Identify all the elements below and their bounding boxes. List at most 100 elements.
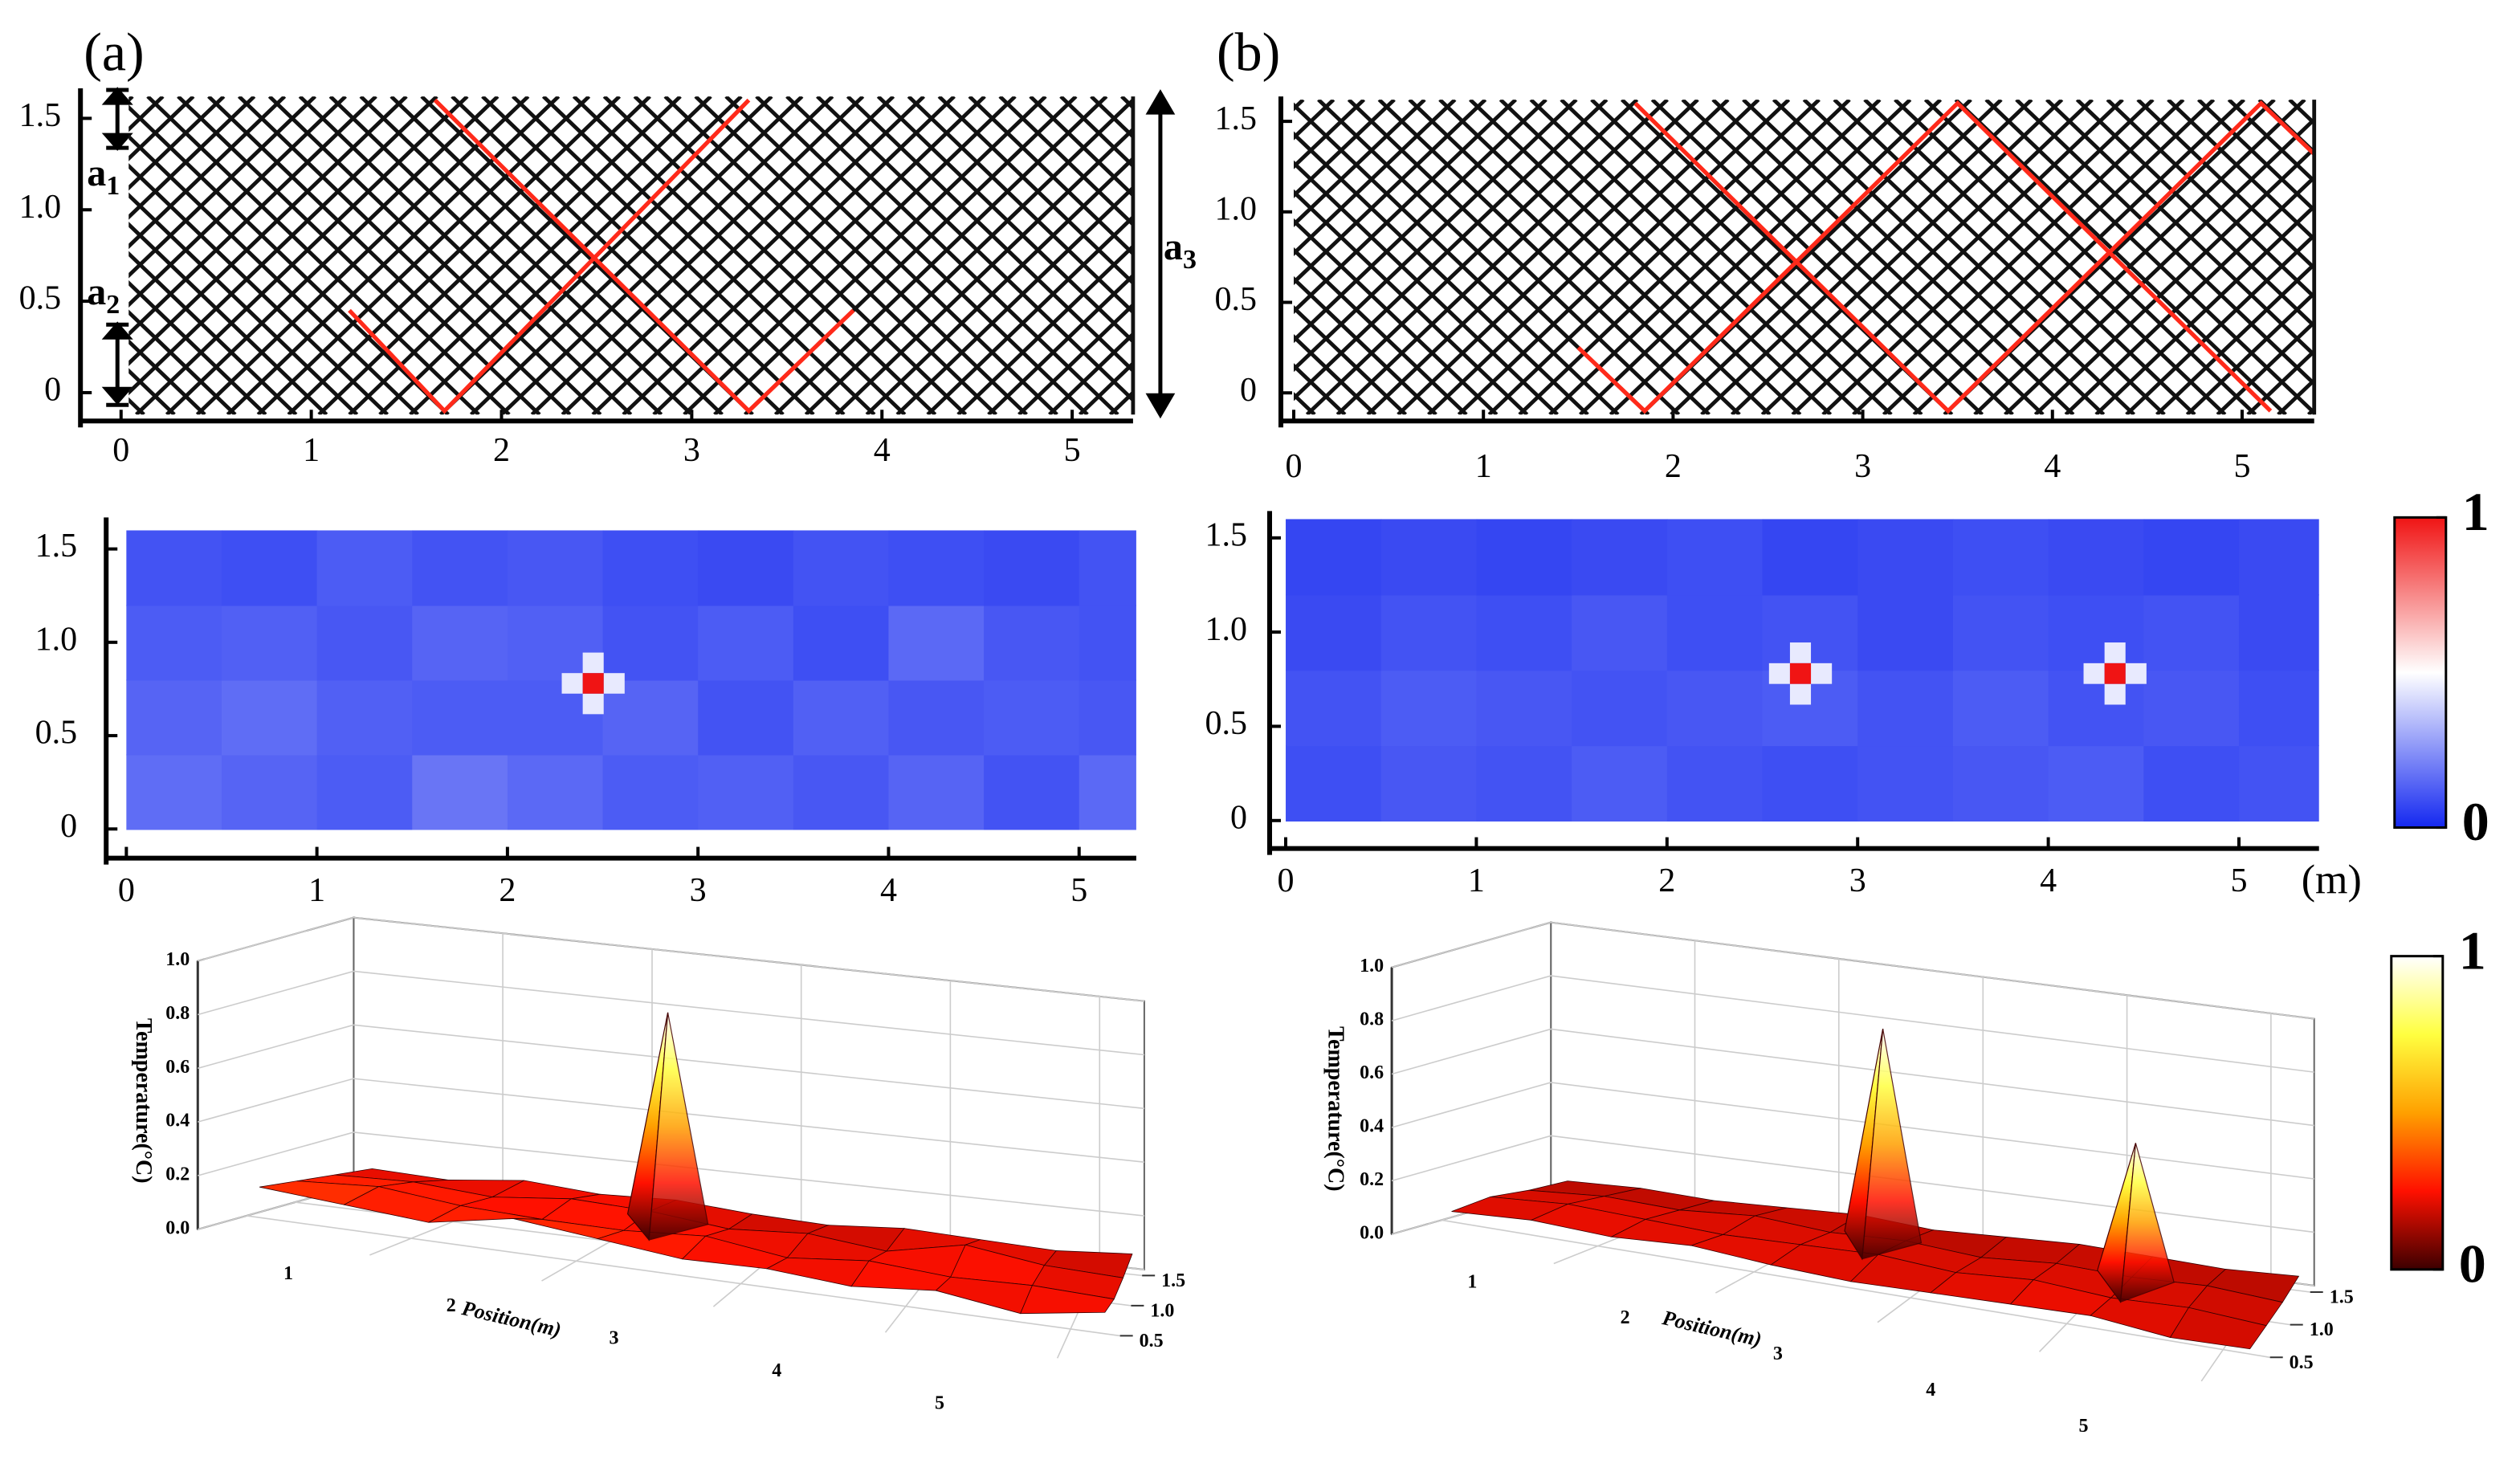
- lattice-line: [2125, 232, 2314, 415]
- lattice-line: [1560, 100, 1893, 415]
- z-tick-label: 0.2: [1360, 1169, 1384, 1190]
- heat-cell: [221, 605, 318, 681]
- lattice-line: [2502, 100, 2520, 414]
- hotspot-halo: [561, 673, 583, 694]
- lattice-line: [1294, 100, 1457, 256]
- x-tick-label: 5: [1064, 432, 1081, 469]
- lattice-line: [1059, 96, 1133, 169]
- colorbar-label: 1: [2459, 919, 2486, 981]
- x-tick-label: 3: [1854, 448, 1871, 485]
- lattice-line: [530, 96, 865, 415]
- lattice-line: [2004, 116, 2314, 415]
- lattice-line: [287, 96, 622, 415]
- annotation-sub: 1: [106, 171, 120, 201]
- lattice-line: [633, 96, 968, 415]
- x-tick-label: 1: [1468, 862, 1485, 899]
- heat-cell: [984, 605, 1080, 681]
- heat-cell: [888, 754, 985, 830]
- hotspot-halo: [2104, 683, 2126, 705]
- lattice-line: [165, 96, 500, 415]
- annotation-base: a: [87, 271, 106, 313]
- lattice-line: [1457, 100, 1791, 415]
- y-grid-line: [246, 1215, 1120, 1337]
- x-tick-label: 2: [493, 432, 510, 469]
- lattice-line: [1397, 100, 1730, 415]
- hotspot-halo: [2104, 642, 2126, 663]
- heat-cell: [126, 679, 223, 756]
- x-tick-label: 3: [1773, 1343, 1783, 1364]
- heat-cell: [1572, 519, 1669, 596]
- lattice-line: [1954, 100, 2287, 415]
- y-tick-label: 1.0: [35, 621, 78, 658]
- z-grid-line: [1391, 975, 2314, 1073]
- y-tick-label: 0.5: [1205, 705, 1247, 742]
- x-tick-label: 3: [609, 1328, 618, 1349]
- lattice-line: [2045, 100, 2314, 358]
- lattice-line: [128, 96, 256, 220]
- y-tick-label: 0: [44, 372, 61, 409]
- x-tick-label: 0: [118, 872, 135, 909]
- annotation: a2: [87, 271, 120, 320]
- annotation: a1: [87, 152, 120, 201]
- lattice-line: [1294, 392, 1316, 415]
- annotation-base: a: [1164, 226, 1183, 268]
- lattice-line: [956, 243, 1133, 415]
- lattice-line: [1670, 100, 2003, 415]
- lattice-line: [1090, 96, 1133, 140]
- z-tick-label: 0.8: [1360, 1009, 1384, 1030]
- lattice-line: [2206, 96, 2520, 414]
- y-tick-label: 0.5: [19, 280, 62, 317]
- lattice-line: [409, 96, 743, 415]
- lattice-line: [0, 96, 10, 414]
- lattice-line: [1294, 100, 1609, 402]
- lattice-line: [1469, 100, 1802, 415]
- heat-cell: [698, 530, 795, 606]
- heat-cell: [1380, 670, 1478, 747]
- lattice-line: [834, 126, 1133, 415]
- heat-cell: [2239, 594, 2319, 671]
- lattice-line: [256, 96, 591, 415]
- lattice-line: [1984, 100, 2314, 415]
- heat-cell: [1762, 744, 1859, 822]
- heat-cell: [1079, 605, 1136, 681]
- heat-cell: [2048, 744, 2145, 822]
- lattice-line: [694, 96, 1028, 415]
- z-grid-line: [1391, 1082, 2314, 1180]
- heat-cell: [984, 530, 1080, 606]
- lattice-line: [561, 96, 895, 415]
- heatmap: [126, 530, 1136, 830]
- heat-cell: [1079, 679, 1136, 756]
- lattice-line: [1294, 100, 1518, 315]
- lattice-line: [128, 96, 377, 337]
- y-tick-label: 1.0: [19, 189, 62, 226]
- y-tick-label: 1.0: [1150, 1300, 1174, 1321]
- z-grid-line: [198, 1131, 1145, 1217]
- x-tick-label: 2: [1658, 862, 1675, 899]
- lattice-line: [1294, 160, 1559, 415]
- lattice-line: [128, 96, 408, 366]
- x-tick-label: 0: [1278, 862, 1295, 899]
- lattice-line: [2196, 100, 2314, 213]
- lattice-line: [389, 96, 724, 415]
- lattice-line: [1294, 275, 1437, 415]
- x-tick-label: 5: [1070, 872, 1087, 909]
- lattice-line: [128, 192, 359, 415]
- heat-cell: [316, 530, 414, 606]
- lattice-line: [128, 251, 298, 415]
- lattice-line: [591, 96, 926, 415]
- hotspot-halo: [2125, 663, 2147, 684]
- lattice-line: [1650, 100, 1984, 415]
- heat-cell: [1380, 519, 1478, 596]
- lattice-line: [1863, 100, 2196, 415]
- annotation-base: a: [87, 152, 106, 194]
- lattice-line: [2320, 100, 2520, 414]
- heat-cell: [412, 754, 509, 830]
- lattice-line: [1294, 100, 1396, 198]
- z-tick-label: 0.8: [165, 1003, 190, 1024]
- heat-cell: [2143, 670, 2241, 747]
- lattice-line: [1427, 100, 1760, 415]
- hotspot-halo: [582, 652, 604, 674]
- heat-cell: [888, 605, 985, 681]
- x-tick-label: 5: [2233, 448, 2250, 485]
